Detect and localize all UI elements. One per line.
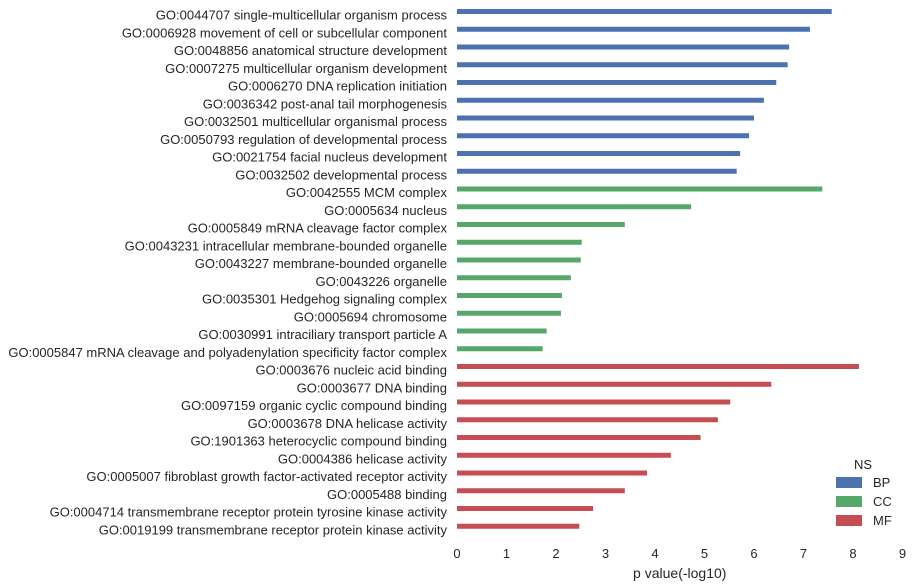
- category-label: GO:0006928 movement of cell or subcellul…: [122, 25, 448, 40]
- category-label: GO:0003678 DNA helicase activity: [248, 416, 448, 431]
- x-tick-label: 2: [552, 546, 559, 561]
- legend: NS BP CC MF: [836, 457, 892, 528]
- legend-entries: BP CC MF: [836, 475, 892, 528]
- category-label: GO:0043226 organelle: [315, 274, 447, 289]
- category-label: GO:0048856 anatomical structure developm…: [174, 43, 448, 58]
- category-label: GO:0042555 MCM complex: [286, 185, 448, 200]
- bar-mf: [457, 364, 859, 369]
- x-tick-label: 8: [849, 546, 856, 561]
- bar-cc: [457, 239, 582, 245]
- legend-title: NS: [854, 457, 872, 472]
- bar-cc: [457, 275, 571, 281]
- x-tick-label: 5: [701, 546, 708, 561]
- bar-mf: [457, 435, 701, 440]
- x-tick-label: 6: [750, 546, 757, 561]
- category-label: GO:0043227 membrane-bounded organelle: [195, 256, 447, 271]
- category-label: GO:0032502 developmental process: [235, 167, 447, 182]
- category-label: GO:0035301 Hedgehog signaling complex: [202, 292, 448, 307]
- category-label: GO:0004386 helicase activity: [278, 451, 448, 466]
- bar-mf: [457, 488, 625, 494]
- category-labels: GO:0044707 single-multicellular organism…: [8, 8, 447, 538]
- category-label: GO:0097159 organic cyclic compound bindi…: [181, 398, 447, 413]
- bar-bp: [457, 168, 737, 174]
- bar-bp: [457, 44, 790, 50]
- x-tick-label: 4: [651, 546, 658, 561]
- bar-bp: [457, 151, 741, 156]
- legend-swatch-mf: [836, 515, 862, 526]
- bar-bp: [457, 9, 832, 14]
- category-label: GO:0005847 mRNA cleavage and polyadenyla…: [8, 345, 447, 360]
- bar-mf: [457, 381, 772, 387]
- category-label: GO:0003677 DNA binding: [297, 380, 447, 395]
- category-label: GO:0003676 nucleic acid binding: [255, 363, 447, 378]
- bar-cc: [457, 293, 562, 298]
- category-label: GO:0019199 transmembrane receptor protei…: [99, 522, 448, 537]
- x-tick-label: 0: [453, 546, 460, 561]
- x-tick-label: 3: [602, 546, 609, 561]
- category-label: GO:0036342 post-anal tail morphogenesis: [203, 96, 448, 111]
- category-label: GO:0005634 nucleus: [324, 203, 447, 218]
- bars-layer: [457, 9, 859, 529]
- category-label: GO:0021754 facial nucleus development: [212, 150, 447, 165]
- bar-mf: [457, 506, 594, 511]
- category-label: GO:0032501 multicellular organismal proc…: [184, 114, 448, 129]
- category-label: GO:0005007 fibroblast growth factor-acti…: [86, 469, 447, 484]
- category-label: GO:0043231 intracellular membrane-bounde…: [125, 238, 447, 253]
- bar-mf: [457, 452, 671, 458]
- bar-bp: [457, 133, 750, 139]
- bar-cc: [457, 222, 625, 227]
- bar-bp: [457, 26, 810, 32]
- bar-cc: [457, 257, 581, 263]
- bar-mf: [457, 417, 718, 423]
- category-label: GO:0007275 multicellular organism develo…: [165, 61, 447, 76]
- bar-bp: [457, 97, 764, 103]
- legend-label-mf: MF: [873, 513, 892, 528]
- bar-mf: [457, 399, 731, 405]
- category-label: GO:0005694 chromosome: [294, 309, 447, 324]
- legend-swatch-cc: [836, 496, 862, 507]
- x-tick-label: 7: [800, 546, 807, 561]
- legend-label-bp: BP: [873, 475, 890, 490]
- bar-cc: [457, 346, 543, 352]
- category-label: GO:0005849 mRNA cleavage factor complex: [188, 221, 448, 236]
- bar-bp: [457, 80, 777, 85]
- bar-mf: [457, 470, 648, 476]
- bar-bp: [457, 115, 754, 121]
- category-label: GO:0030991 intraciliary transport partic…: [198, 327, 447, 342]
- bar-bp: [457, 62, 788, 68]
- legend-label-cc: CC: [873, 494, 892, 509]
- category-label: GO:0006270 DNA replication initiation: [228, 79, 447, 94]
- category-label: GO:0044707 single-multicellular organism…: [156, 8, 448, 23]
- x-tick-label: 1: [503, 546, 510, 561]
- x-tick-label: 9: [899, 546, 906, 561]
- x-axis-title: p value(-log10): [633, 565, 726, 581]
- category-label: GO:0005488 binding: [327, 487, 447, 502]
- category-label: GO:1901363 heterocyclic compound binding: [190, 434, 447, 449]
- x-axis-ticks: 0 1 2 3 4 5 6 7 8 9: [453, 546, 906, 561]
- category-label: GO:0050793 regulation of developmental p…: [160, 132, 447, 147]
- category-label: GO:0004714 transmembrane receptor protei…: [50, 505, 448, 520]
- bar-mf: [457, 523, 580, 529]
- legend-swatch-bp: [836, 477, 862, 488]
- bar-cc: [457, 186, 823, 192]
- bar-cc: [457, 328, 547, 334]
- bar-cc: [457, 204, 692, 210]
- bar-cc: [457, 310, 561, 316]
